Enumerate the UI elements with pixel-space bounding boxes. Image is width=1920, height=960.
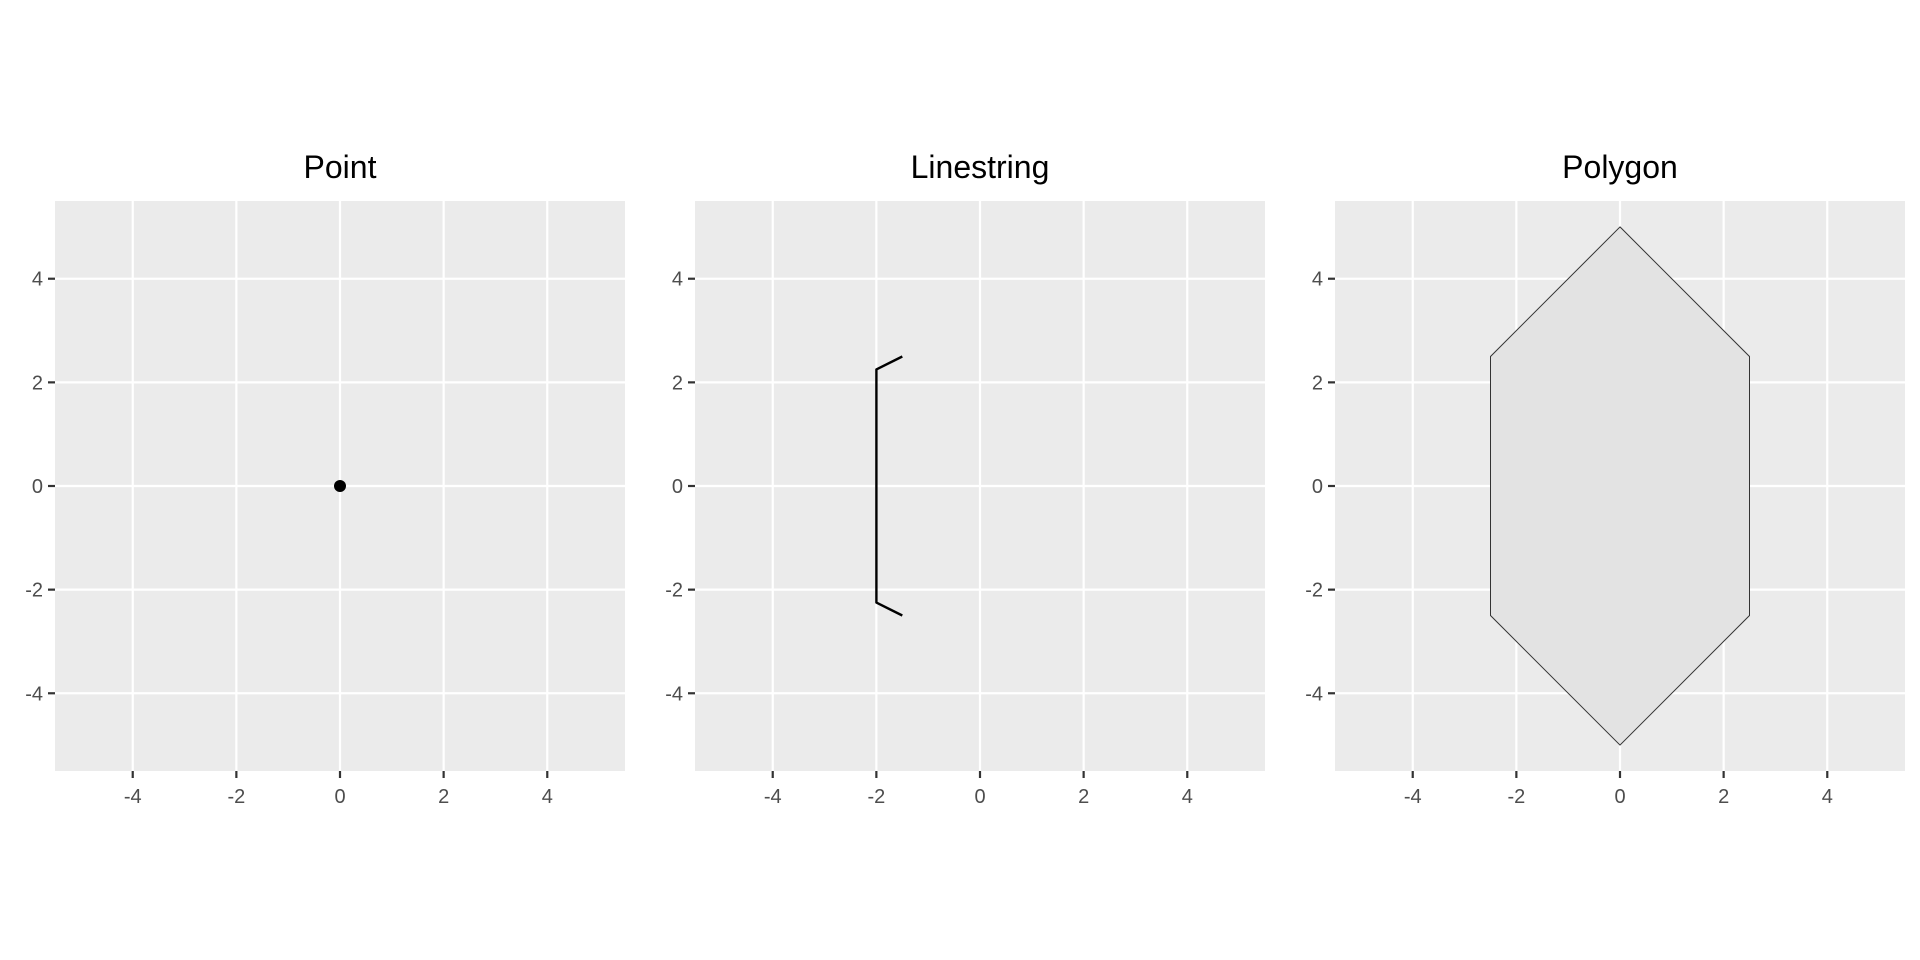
- y-tick-label: 4: [32, 269, 43, 291]
- y-tick-label: 4: [1312, 269, 1323, 291]
- y-tick-label: -4: [25, 683, 43, 705]
- panel-point: Point -4 -2 0 2 4 -4 -2 0 2 4: [25, 149, 625, 808]
- y-tick-label: 4: [672, 269, 683, 291]
- x-tick-label: -4: [764, 786, 782, 808]
- y-tick-label: -2: [1305, 580, 1323, 602]
- point-marker: [334, 480, 346, 492]
- polygon-shape: [1490, 226, 1750, 746]
- linestring-path: [875, 355, 903, 617]
- x-tick-label: 0: [974, 786, 985, 808]
- x-tick-label: 2: [1078, 786, 1089, 808]
- x-tick-label: 4: [1182, 786, 1193, 808]
- y-tick-label: -2: [25, 580, 43, 602]
- y-tick-label: 2: [1312, 372, 1323, 394]
- x-tick-label: 4: [1822, 786, 1833, 808]
- y-tick-label: -2: [665, 580, 683, 602]
- y-tick-label: -4: [1305, 683, 1323, 705]
- x-tick-label: 2: [1718, 786, 1729, 808]
- x-tick-label: 0: [1614, 786, 1625, 808]
- x-tick-label: 4: [542, 786, 553, 808]
- panel-title: Polygon: [1562, 149, 1678, 185]
- x-tick-label: -2: [1507, 786, 1525, 808]
- y-tick-label: 2: [32, 372, 43, 394]
- x-tick-label: -4: [124, 786, 142, 808]
- panel-polygon: Polygon -4 -2 0 2 4 -4 -2 0 2 4: [1305, 149, 1905, 808]
- x-tick-label: 0: [334, 786, 345, 808]
- panel-linestring: Linestring -4 -2 0 2 4 -4 -2 0 2 4: [665, 149, 1265, 808]
- x-tick-label: 2: [438, 786, 449, 808]
- y-tick-label: 0: [1312, 476, 1323, 498]
- y-tick-label: 0: [672, 476, 683, 498]
- x-tick-label: -2: [867, 786, 885, 808]
- y-tick-label: 0: [32, 476, 43, 498]
- x-tick-label: -4: [1404, 786, 1422, 808]
- panel-title: Point: [304, 149, 377, 185]
- panel-title: Linestring: [911, 149, 1050, 185]
- y-tick-label: -4: [665, 683, 683, 705]
- y-tick-label: 2: [672, 372, 683, 394]
- x-tick-label: -2: [227, 786, 245, 808]
